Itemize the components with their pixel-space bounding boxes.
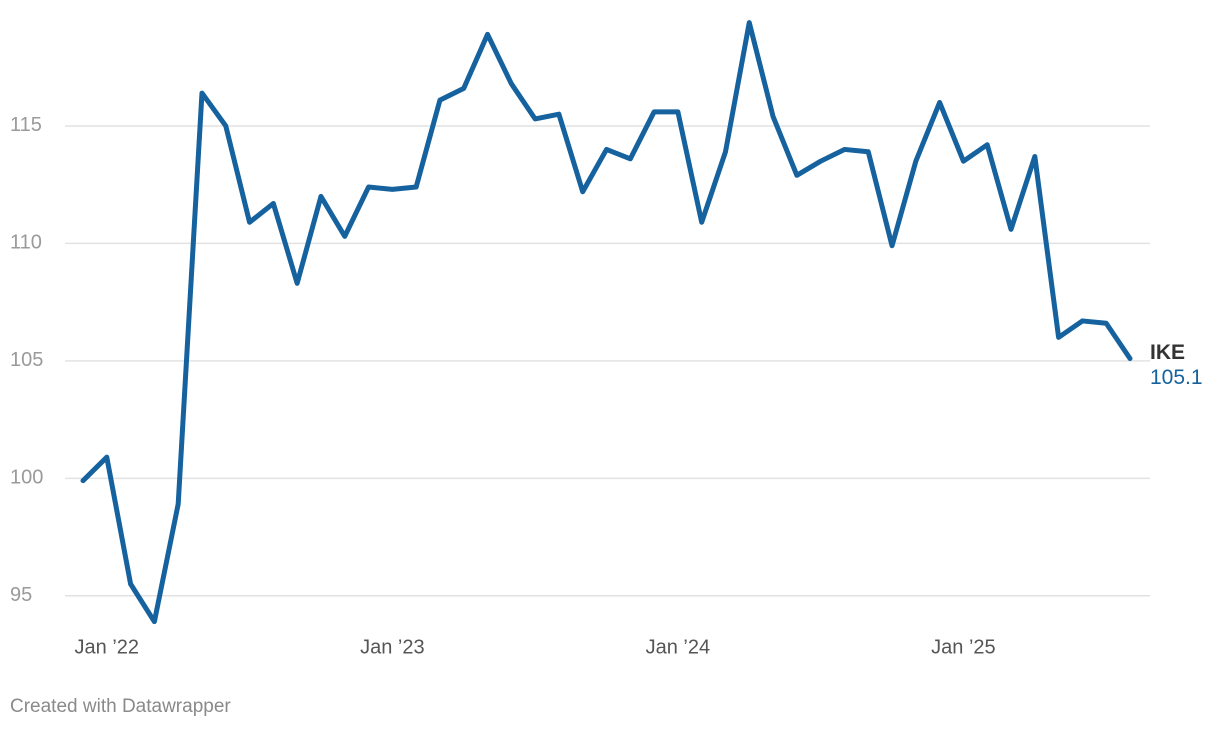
x-tick-label: Jan ’24 [646, 636, 711, 658]
y-tick-label: 115 [10, 114, 42, 136]
y-tick-label: 100 [10, 467, 43, 489]
x-tick-label: Jan ’25 [931, 636, 996, 658]
x-tick-label: Jan ’22 [75, 636, 140, 658]
series-label: IKE [1150, 341, 1185, 364]
y-tick-label: 105 [10, 349, 43, 371]
y-tick-label: 110 [10, 232, 42, 254]
line [80, 20, 1133, 625]
footer: Created with Datawrapper [10, 696, 231, 717]
x-tick-label: Jan ’23 [360, 636, 425, 658]
value-label: 105.1 [1150, 366, 1203, 389]
y-tick-label: 95 [10, 584, 32, 606]
